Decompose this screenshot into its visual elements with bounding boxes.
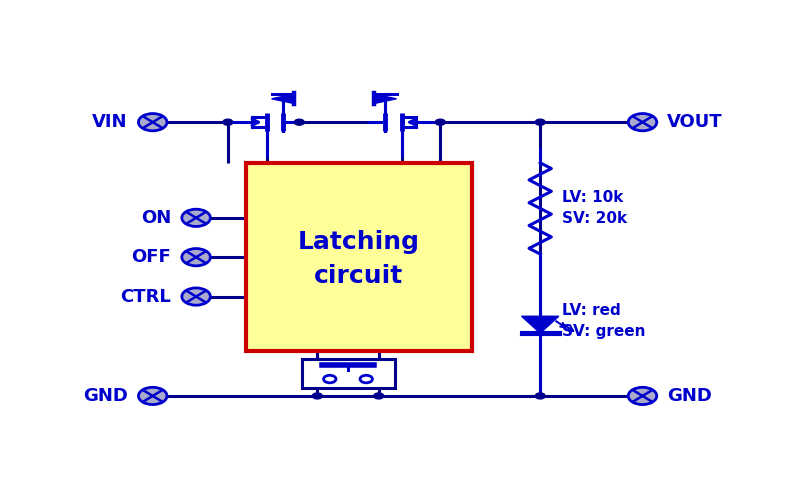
Circle shape	[182, 288, 210, 305]
Text: OFF: OFF	[131, 248, 171, 266]
Circle shape	[535, 393, 545, 399]
Circle shape	[138, 113, 167, 131]
Circle shape	[138, 387, 167, 405]
Text: GND: GND	[667, 387, 712, 405]
Polygon shape	[522, 316, 558, 333]
Circle shape	[360, 375, 373, 383]
Circle shape	[182, 248, 210, 266]
Circle shape	[323, 375, 336, 383]
Text: ON: ON	[141, 209, 171, 227]
Text: VOUT: VOUT	[667, 113, 723, 131]
Polygon shape	[271, 94, 294, 104]
Text: circuit: circuit	[314, 264, 403, 288]
Circle shape	[628, 113, 657, 131]
Text: GND: GND	[83, 387, 128, 405]
Bar	[246, 164, 472, 351]
Circle shape	[435, 119, 446, 125]
Circle shape	[628, 387, 657, 405]
Circle shape	[374, 393, 384, 399]
Polygon shape	[374, 94, 397, 104]
Circle shape	[294, 119, 304, 125]
Circle shape	[535, 119, 545, 125]
Text: VIN: VIN	[93, 113, 128, 131]
Text: CTRL: CTRL	[121, 287, 171, 305]
Text: LV: 10k
SV: 20k: LV: 10k SV: 20k	[562, 190, 627, 226]
Text: Latching: Latching	[298, 230, 420, 254]
Circle shape	[312, 393, 322, 399]
Circle shape	[182, 209, 210, 226]
Circle shape	[223, 119, 233, 125]
Text: LV: red
SV: green: LV: red SV: green	[562, 303, 646, 339]
Bar	[302, 359, 394, 388]
